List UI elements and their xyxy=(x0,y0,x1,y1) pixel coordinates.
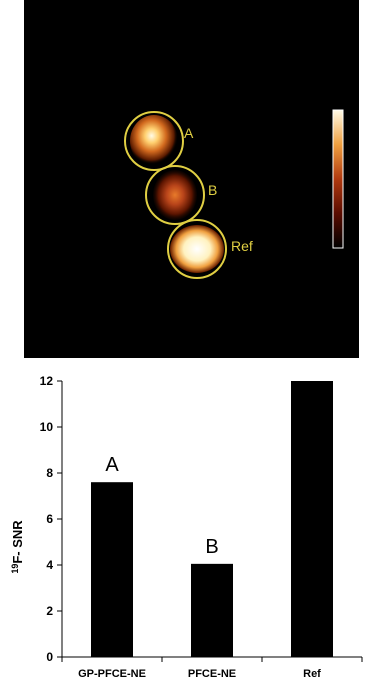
y-axis-label-main: F- SNR xyxy=(10,520,25,564)
mri-image: A B Ref xyxy=(24,0,359,358)
bar-gp-pfce-ne xyxy=(91,482,133,657)
bar-ref xyxy=(291,381,333,657)
y-tick-label: 8 xyxy=(46,466,53,480)
bar-annotation: A xyxy=(105,454,119,476)
spot-ref-signal xyxy=(170,225,224,273)
y-tick-label: 6 xyxy=(46,512,53,526)
bar-annotation: B xyxy=(205,536,218,558)
spot-a-signal xyxy=(130,115,178,167)
spot-b-signal xyxy=(153,170,197,220)
y-tick-label: 2 xyxy=(46,604,53,618)
roi-label-b: B xyxy=(208,182,217,198)
y-tick-label: 12 xyxy=(40,374,54,388)
y-tick-label: 0 xyxy=(46,650,53,664)
x-tick-label: PFCE-NE xyxy=(188,668,236,680)
roi-circle-a xyxy=(124,111,184,171)
roi-circle-b xyxy=(145,165,205,225)
bar-pfce-ne xyxy=(191,563,233,657)
color-scale-bar xyxy=(332,109,344,249)
snr-bar-chart: 0 2 4 6 8 10 12 A B GP-PFCE-NE PFCE-NE Ref 19F- S… xyxy=(10,374,363,680)
y-tick-label: 10 xyxy=(40,420,54,434)
y-tick-label: 4 xyxy=(46,558,53,572)
y-axis-label: 19F- SNR xyxy=(10,520,25,574)
roi-label-ref: Ref xyxy=(231,238,253,254)
roi-label-a: A xyxy=(184,125,194,141)
x-tick-label: GP-PFCE-NE xyxy=(78,668,146,680)
y-axis-label-superscript: 19 xyxy=(10,564,20,574)
x-tick-label: Ref xyxy=(303,668,321,680)
roi-circle-ref xyxy=(167,219,227,279)
